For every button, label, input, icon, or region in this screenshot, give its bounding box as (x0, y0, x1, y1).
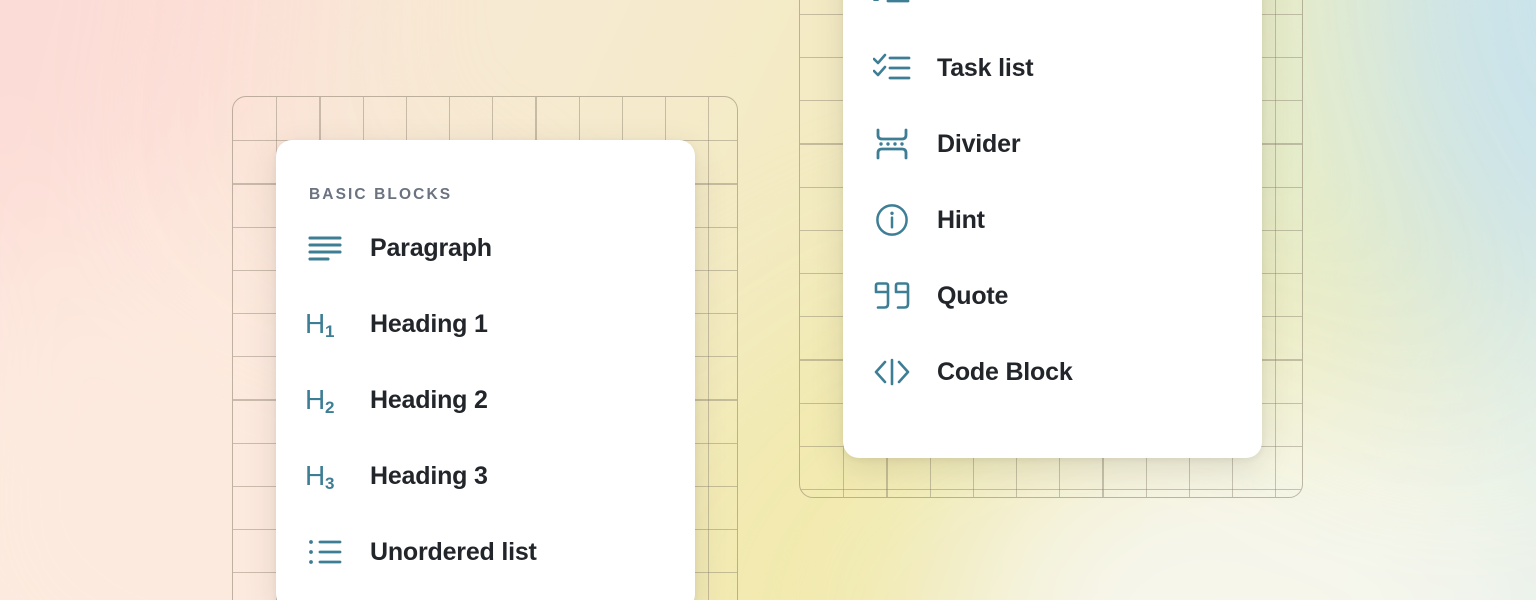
hint-icon (869, 203, 915, 237)
svg-text:3: 3 (325, 474, 334, 493)
svg-text:H: H (305, 384, 325, 415)
menu-item-divider[interactable]: Divider (843, 106, 1262, 182)
unordered-list-icon (302, 538, 348, 566)
section-title-basic-blocks: BASIC BLOCKS (309, 186, 453, 203)
svg-text:1: 1 (325, 322, 334, 341)
ordered-list-icon: 1 2 (869, 0, 915, 7)
block-menu-list-more: 1 2 Ordered list (843, 0, 1262, 410)
menu-item-label: Paragraph (370, 233, 492, 262)
menu-item-heading-3[interactable]: H 3 Heading 3 (276, 438, 695, 514)
divider-icon (869, 128, 915, 160)
svg-text:2: 2 (325, 398, 334, 417)
svg-text:2: 2 (873, 0, 879, 4)
menu-item-unordered-list[interactable]: Unordered list (276, 514, 695, 590)
heading-2-icon: H 2 (302, 383, 348, 417)
block-menu-more-blocks[interactable]: 1 2 Ordered list (843, 0, 1262, 458)
grid-line-vertical (1275, 0, 1277, 497)
menu-item-label: Heading 3 (370, 461, 488, 490)
menu-item-heading-1[interactable]: H 1 Heading 1 (276, 286, 695, 362)
block-menu-list-basic: Paragraph H 1 Heading 1 H 2 Heading 2 (276, 204, 695, 590)
menu-item-label: Unordered list (370, 537, 537, 566)
menu-item-paragraph[interactable]: Paragraph (276, 210, 695, 286)
svg-text:H: H (305, 308, 325, 339)
block-menu-basic-blocks[interactable]: BASIC BLOCKS Paragraph H 1 (276, 140, 695, 600)
menu-item-label: Code Block (937, 357, 1073, 386)
menu-item-hint[interactable]: Hint (843, 182, 1262, 258)
grid-line-horizontal (800, 489, 1302, 491)
code-block-icon (869, 357, 915, 387)
menu-item-label: Divider (937, 129, 1021, 158)
menu-item-quote[interactable]: Quote (843, 258, 1262, 334)
paragraph-icon (302, 233, 348, 263)
heading-1-icon: H 1 (302, 307, 348, 341)
menu-item-label: Ordered list (937, 0, 1075, 7)
menu-item-heading-2[interactable]: H 2 Heading 2 (276, 362, 695, 438)
menu-item-label: Task list (937, 53, 1034, 82)
menu-item-label: Quote (937, 281, 1009, 310)
quote-icon (869, 281, 915, 311)
menu-item-code-block[interactable]: Code Block (843, 334, 1262, 410)
svg-text:H: H (305, 460, 325, 491)
menu-item-label: Heading 2 (370, 385, 488, 414)
grid-line-vertical (708, 97, 710, 600)
menu-item-task-list[interactable]: Task list (843, 30, 1262, 106)
gradient-blob-blue (1370, 0, 1536, 355)
menu-item-ordered-list[interactable]: 1 2 Ordered list (843, 0, 1262, 30)
menu-item-label: Heading 1 (370, 309, 488, 338)
menu-item-label: Hint (937, 205, 985, 234)
heading-3-icon: H 3 (302, 459, 348, 493)
task-list-icon (869, 53, 915, 83)
